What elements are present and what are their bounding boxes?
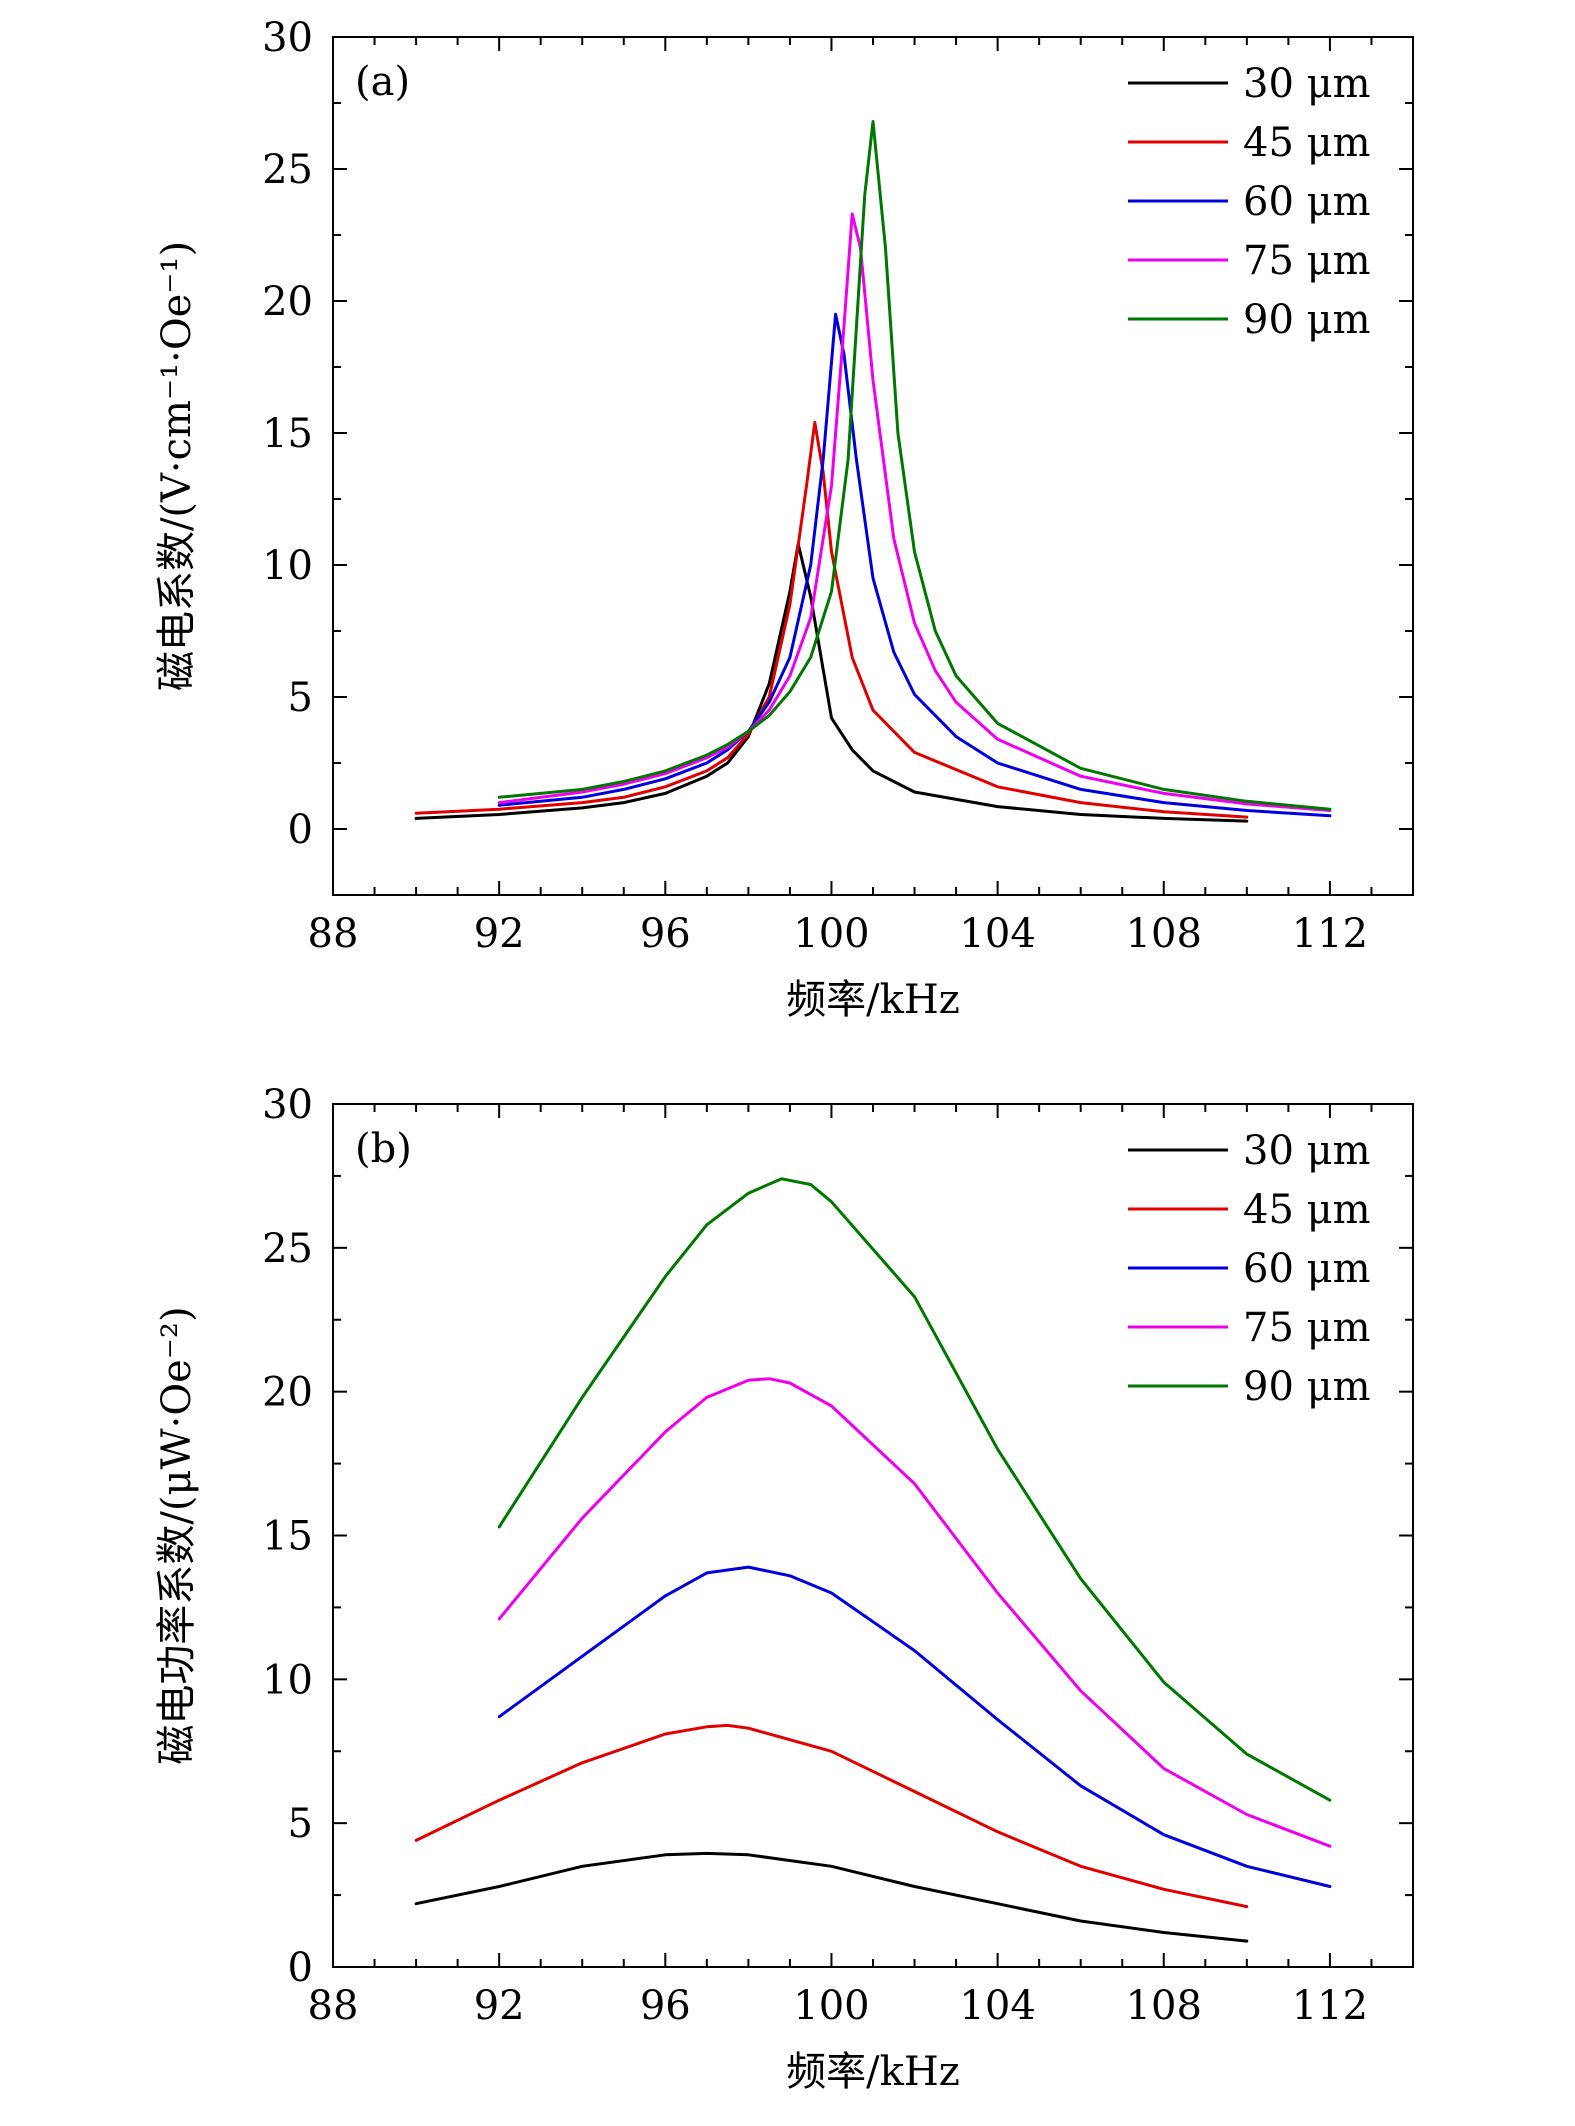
x-tick-label: 96: [640, 911, 691, 957]
legend-label: 75 μm: [1243, 1305, 1371, 1351]
series-line-75um: [497, 1377, 1332, 1848]
x-tick-label: 112: [1292, 911, 1368, 957]
legend-label: 30 μm: [1243, 61, 1371, 107]
legend-label: 30 μm: [1243, 1128, 1371, 1174]
panel-label: (b): [355, 1126, 412, 1172]
legend: 30 μm 45 μm 60 μm 75 μm 90 μm: [1128, 1128, 1371, 1410]
legend-label: 90 μm: [1243, 297, 1371, 343]
legend-label: 60 μm: [1243, 179, 1371, 225]
legend-label: 90 μm: [1243, 1364, 1371, 1410]
x-tick-label: 104: [959, 1983, 1035, 2029]
x-tick-label: 100: [793, 1983, 869, 2029]
y-tick-label: 0: [288, 1945, 313, 1991]
y-tick-label: 20: [262, 279, 313, 325]
y-axis-title: 磁电系数/(V·cm⁻¹·Oe⁻¹): [154, 241, 200, 691]
y-tick-label: 15: [262, 411, 313, 457]
legend-label: 45 μm: [1243, 120, 1371, 166]
x-tick-label: 108: [1126, 911, 1202, 957]
y-tick-label: 5: [288, 675, 313, 721]
series-line-45um: [414, 420, 1249, 819]
y-tick-label: 25: [262, 1226, 313, 1272]
y-tick-label: 10: [262, 1657, 313, 1703]
x-tick-label: 108: [1126, 1983, 1202, 2029]
y-axis-title: 磁电功率系数/(μW·Oe⁻²): [154, 1306, 200, 1764]
plot-frame: [332, 1103, 1414, 1968]
series-line-45um: [414, 1723, 1249, 1909]
x-tick-label: 88: [308, 911, 359, 957]
chart-panel-b: 88 92 96 100 104 108 112 0 5 10 15 20 25 30 频率/kHz 磁电功率…: [154, 1082, 1414, 2095]
x-tick-label: 104: [959, 911, 1035, 957]
legend-label: 45 μm: [1243, 1187, 1371, 1233]
panel-label: (a): [355, 59, 410, 105]
x-tick-label: 88: [308, 1983, 359, 2029]
y-tick-label: 20: [262, 1370, 313, 1416]
y-tick-label: 25: [262, 147, 313, 193]
series-line-30um: [414, 1851, 1249, 1943]
y-tick-label: 15: [262, 1514, 313, 1560]
x-axis-title: 频率/kHz: [786, 2049, 960, 2095]
legend-label: 75 μm: [1243, 238, 1371, 284]
x-axis-title: 频率/kHz: [786, 977, 960, 1023]
x-tick-label: 96: [640, 1983, 691, 2029]
series-line-75um: [497, 212, 1332, 812]
x-tick-label: 92: [474, 911, 525, 957]
y-tick-label: 5: [288, 1801, 313, 1847]
series-line-90um: [497, 120, 1332, 811]
series-line-60um: [497, 1565, 1332, 1888]
x-tick-label: 112: [1292, 1983, 1368, 2029]
y-tick-label: 30: [262, 1082, 313, 1128]
legend-label: 60 μm: [1243, 1246, 1371, 1292]
legend: 30 μm 45 μm 60 μm 75 μm 90 μm: [1128, 61, 1371, 343]
y-tick-label: 10: [262, 543, 313, 589]
y-tick-label: 0: [288, 807, 313, 853]
y-tick-label: 30: [262, 15, 313, 61]
chart-panel-a: 88 92 96 100 104 108 112 0 5 10 15 20 25 30 频率/kHz 磁电系数…: [154, 15, 1414, 1023]
series-line-90um: [497, 1177, 1332, 1802]
series-line-60um: [497, 312, 1332, 818]
x-tick-label: 92: [474, 1983, 525, 2029]
x-tick-label: 100: [793, 911, 869, 957]
